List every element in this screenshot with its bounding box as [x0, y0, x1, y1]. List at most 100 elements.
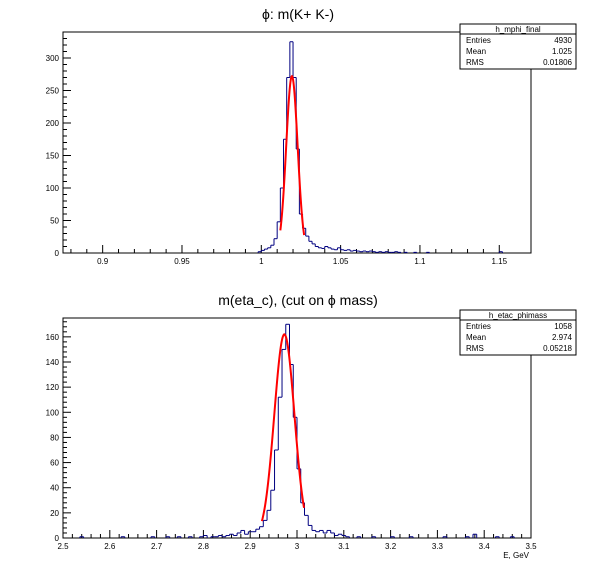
histogram-bin: [387, 251, 392, 253]
histogram-bin: [165, 536, 171, 538]
y-tick-label: 100: [46, 184, 60, 193]
histogram-bin: [394, 251, 398, 253]
histogram-bin: [318, 529, 324, 532]
histogram-bin: [202, 534, 208, 538]
stats-box: h_mphi_final Entries 4930 Mean 1.025 RMS…: [459, 23, 577, 70]
histogram-bin: [217, 534, 223, 537]
histogram-bin: [321, 247, 325, 249]
stats-entries-label: Entries: [466, 36, 491, 45]
etac-mass-chart: m(eta_c), (cut on ϕ mass) 0 20 40 60 80 100 12…: [46, 292, 577, 560]
histogram-bin: [381, 251, 386, 253]
stats-box-name: h_etac_phimass: [489, 311, 547, 320]
y-tick-label: 300: [46, 54, 60, 63]
x-tick-label: 1: [259, 257, 264, 266]
stats-rms-value: 0.01806: [543, 58, 572, 67]
x-tick-label: 3.2: [385, 542, 397, 551]
histogram-bin: [150, 536, 156, 538]
fit-line: [279, 74, 306, 236]
histogram-bin: [352, 249, 357, 252]
histogram-bin: [120, 536, 126, 538]
y-tick-label: 60: [50, 459, 59, 468]
histogram-bin: [255, 528, 260, 532]
histogram-bin: [314, 243, 319, 247]
histogram-bin: [326, 529, 331, 533]
histogram-bin: [333, 249, 338, 251]
histogram-bin: [408, 536, 414, 538]
histogram-bin: [210, 536, 215, 538]
histogram-bin: [276, 221, 281, 239]
x-tick-label: 3.1: [338, 542, 350, 551]
x-tick-label: 3.3: [432, 542, 444, 551]
histogram-bin: [263, 248, 268, 251]
stats-entries-value: 1058: [554, 322, 572, 331]
histogram-bin: [442, 536, 448, 538]
histogram-bin: [322, 530, 327, 534]
histogram-bin: [378, 251, 382, 253]
histogram-bin: [345, 535, 350, 538]
histogram-bin: [359, 251, 363, 253]
stats-rms-value: 0.05218: [543, 344, 572, 353]
stats-mean-value: 2.974: [552, 333, 573, 342]
histogram-bin: [413, 251, 418, 253]
histogram-bin: [509, 536, 515, 538]
histogram-bin: [390, 536, 395, 538]
gaussian-fit-curve: [279, 74, 306, 236]
histogram-bin: [333, 532, 339, 536]
x-tick-label: 0.95: [174, 257, 190, 266]
histogram-bin: [281, 348, 286, 398]
histogram-bin: [349, 249, 354, 252]
x-tick-label: 1.15: [491, 257, 507, 266]
histogram-bin: [425, 251, 430, 253]
x-tick-label: 0.9: [97, 257, 109, 266]
y-tick-label: 80: [50, 433, 59, 442]
stats-box-frame: [459, 23, 577, 70]
histogram-bin: [340, 247, 344, 251]
histogram-bin: [341, 534, 346, 536]
histogram-bin: [308, 236, 313, 242]
histogram-bin: [257, 251, 262, 253]
x-tick-label: 3.5: [525, 542, 537, 551]
histogram-bin: [240, 529, 245, 533]
x-tick-label: 1.1: [414, 257, 426, 266]
x-axis-label: E, GeV: [503, 551, 529, 560]
gaussian-fit-curve: [260, 333, 306, 522]
histogram-bin: [336, 247, 341, 250]
y-tick-label: 50: [50, 217, 59, 226]
histogram-bin: [176, 536, 182, 538]
stats-mean-label: Mean: [466, 333, 486, 342]
histogram-bin: [311, 241, 316, 245]
histogram-bin: [365, 251, 370, 253]
stats-mean-value: 1.025: [552, 47, 573, 56]
stats-rms-label: RMS: [466, 344, 484, 353]
histogram-bin: [464, 536, 470, 538]
histogram-bin: [247, 531, 253, 535]
histogram-bin: [221, 535, 226, 538]
histogram-bin: [343, 249, 347, 251]
y-tick-label: 120: [46, 383, 60, 392]
histogram-bin: [337, 533, 342, 536]
histogram-bin: [187, 536, 193, 538]
stats-mean-label: Mean: [466, 47, 486, 56]
histogram-bin: [375, 251, 379, 253]
x-tick-label: 3: [295, 542, 300, 551]
stats-rms-label: RMS: [466, 58, 484, 67]
y-tick-label: 250: [46, 87, 60, 96]
stats-box: h_etac_phimass Entries 1058 Mean 2.974 R…: [459, 309, 577, 356]
histogram-bin: [315, 530, 320, 533]
histogram-bin: [262, 519, 268, 527]
fit-line: [260, 333, 306, 522]
histogram-bin: [274, 449, 279, 491]
histogram-bin: [397, 251, 402, 253]
histogram-bin: [472, 533, 478, 538]
y-tick-label: 140: [46, 358, 60, 367]
y-tick-label: 200: [46, 119, 60, 128]
histogram-bin: [346, 249, 351, 251]
stats-box-name: h_mphi_final: [495, 25, 541, 34]
histogram-bin: [498, 251, 503, 253]
y-tick-label: 150: [46, 152, 60, 161]
histogram-bin: [330, 247, 335, 250]
histogram-bin: [270, 244, 274, 248]
histogram-bin: [244, 530, 249, 535]
histogram-bin: [324, 246, 328, 249]
chart-title: ϕ: m(K+ K-): [262, 6, 334, 22]
